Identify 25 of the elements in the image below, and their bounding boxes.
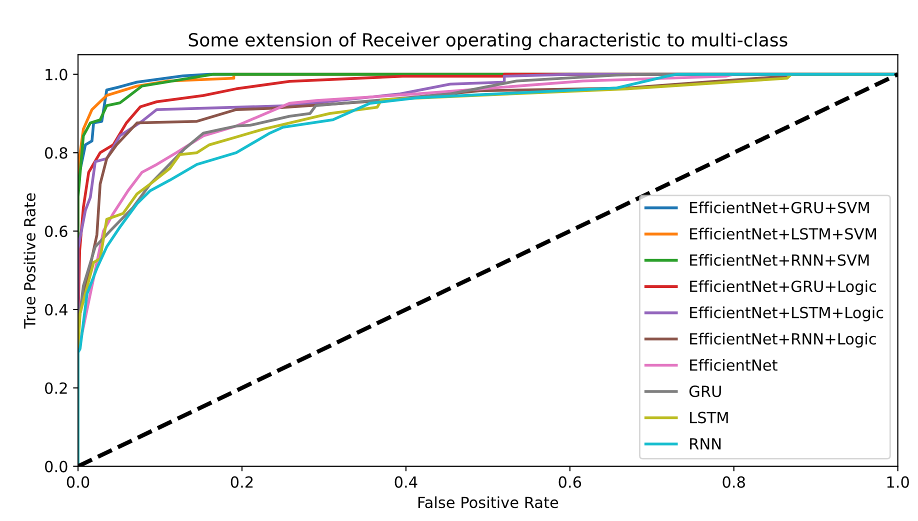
- chart-title: Some extension of Receiver operating characteristic to multi-class: [188, 32, 788, 50]
- y-tick-label: 1.0: [46, 68, 68, 80]
- legend-label: RNN: [690, 438, 721, 450]
- x-tick-label: 0.0: [66, 476, 90, 488]
- legend-label: EfficientNet+RNN+SVM: [690, 254, 869, 266]
- legend-label: EfficientNet: [690, 359, 778, 371]
- legend-label: EfficientNet+LSTM+SVM: [690, 228, 876, 240]
- y-tick-label: 0.4: [45, 304, 68, 316]
- legend-label: EfficientNet+LSTM+Logic: [690, 306, 884, 322]
- x-tick-label: 1.0: [887, 476, 909, 488]
- x-tick-label: 0.4: [394, 476, 418, 488]
- legend-label: EfficientNet+RNN+Logic: [690, 332, 876, 348]
- y-tick-label: 0.6: [45, 226, 68, 238]
- x-tick-label: 0.2: [230, 476, 253, 488]
- legend-label: LSTM: [690, 412, 728, 424]
- x-axis-title: False Positive Rate: [418, 496, 558, 508]
- legend-label: EfficientNet+GRU+Logic: [690, 280, 876, 296]
- y-tick-label: 0.0: [45, 460, 68, 472]
- x-tick-label: 0.8: [722, 476, 745, 488]
- legend-label: GRU: [689, 386, 721, 398]
- x-tick-label: 0.6: [558, 476, 582, 488]
- y-tick-label: 0.8: [45, 147, 68, 159]
- legend-label: EfficientNet+GRU+SVM: [690, 202, 869, 214]
- y-tick-label: 0.2: [45, 382, 67, 394]
- y-axis-title: True Positive Rate: [24, 193, 36, 329]
